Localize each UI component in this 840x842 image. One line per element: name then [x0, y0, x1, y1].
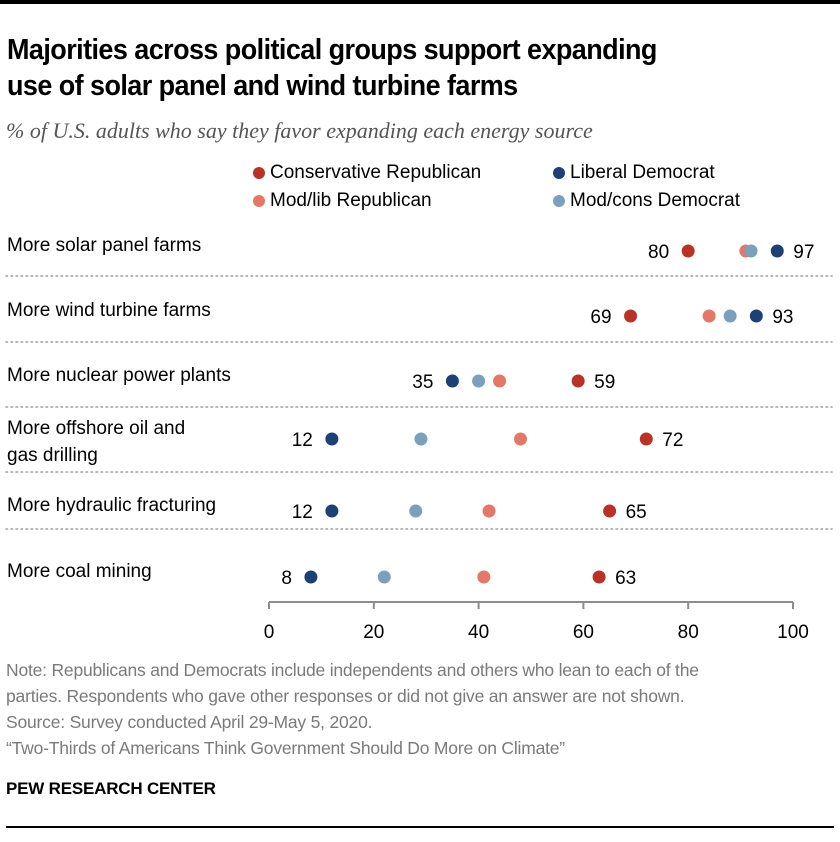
row-label: More wind turbine farms: [7, 300, 211, 321]
data-label-high: 72: [662, 430, 683, 451]
title-line-1: Majorities across political groups suppo…: [7, 34, 657, 66]
bottom-rule: [6, 826, 834, 828]
row-label: More hydraulic fracturing: [7, 495, 216, 516]
row-label: More coal mining: [7, 561, 152, 582]
footnote: Note: Republicans and Democrats include …: [6, 657, 699, 761]
data-point-conservative-republican: [592, 570, 606, 584]
row-label: More nuclear power plants: [7, 365, 231, 386]
data-point-conservative-republican: [603, 504, 617, 518]
data-label-low: 12: [292, 430, 313, 451]
x-tick-label: 0: [264, 622, 275, 643]
data-point-modcons-democrat: [744, 244, 758, 258]
title-line-2: use of solar panel and wind turbine farm…: [7, 70, 518, 102]
data-point-conservative-republican: [681, 244, 695, 258]
x-tick-label: 80: [678, 622, 699, 643]
data-point-modcons-democrat: [377, 570, 391, 584]
data-point-conservative-republican: [571, 374, 585, 388]
data-point-modcons-democrat: [414, 432, 428, 446]
data-point-modcons-democrat: [472, 374, 486, 388]
legend-label: Conservative Republican: [270, 162, 482, 183]
data-point-liberal-democrat: [304, 570, 318, 584]
data-point-liberal-democrat: [325, 432, 339, 446]
data-point-modlib-republican: [477, 570, 491, 584]
data-label-low: 69: [590, 307, 611, 328]
top-rule: [0, 0, 840, 4]
chart-title: Majorities across political groups suppo…: [7, 32, 779, 104]
legend-dot-icon: [253, 167, 265, 179]
note-line-2: parties. Respondents who gave other resp…: [6, 686, 685, 706]
row-label: gas drilling: [7, 445, 98, 466]
chart-subtitle: % of U.S. adults who say they favor expa…: [6, 118, 593, 143]
data-point-conservative-republican: [624, 309, 638, 323]
source-line: Source: Survey conducted April 29-May 5,…: [6, 712, 373, 732]
row-label: More offshore oil and: [7, 418, 185, 439]
legend-dot-icon: [553, 167, 565, 179]
data-point-liberal-democrat: [445, 374, 459, 388]
brand-logo-text: PEW RESEARCH CENTER: [6, 779, 216, 798]
data-point-modlib-republican: [482, 504, 496, 518]
data-label-high: 65: [626, 502, 647, 523]
legend-item-modcons-democrat: Mod/cons Democrat: [553, 190, 740, 212]
data-point-modlib-republican: [514, 432, 528, 446]
legend-item-modlib-republican: Mod/lib Republican: [253, 190, 432, 212]
data-point-conservative-republican: [639, 432, 653, 446]
legend-label: Liberal Democrat: [570, 162, 715, 183]
data-point-liberal-democrat: [325, 504, 339, 518]
row-label: More solar panel farms: [7, 235, 201, 256]
x-tick-label: 60: [573, 622, 594, 643]
data-label-high: 63: [615, 568, 636, 589]
data-label-high: 97: [793, 242, 814, 263]
data-label-low: 80: [648, 242, 669, 263]
note-line-1: Note: Republicans and Democrats include …: [6, 660, 699, 680]
data-point-modlib-republican: [702, 309, 716, 323]
legend-label: Mod/lib Republican: [270, 190, 432, 211]
data-label-low: 35: [412, 372, 433, 393]
legend-dot-icon: [553, 195, 565, 207]
data-label-low: 12: [292, 502, 313, 523]
legend-dot-icon: [253, 195, 265, 207]
x-tick-label: 40: [468, 622, 489, 643]
data-point-liberal-democrat: [749, 309, 763, 323]
data-point-modcons-democrat: [409, 504, 423, 518]
data-point-liberal-democrat: [770, 244, 784, 258]
legend-item-conservative-republican: Conservative Republican: [253, 162, 481, 184]
data-label-low: 8: [281, 568, 292, 589]
x-tick-label: 20: [363, 622, 384, 643]
x-tick-label: 100: [777, 622, 809, 643]
data-label-high: 93: [772, 307, 793, 328]
legend-label: Mod/cons Democrat: [570, 190, 741, 211]
data-point-modlib-republican: [493, 374, 507, 388]
legend-item-liberal-democrat: Liberal Democrat: [553, 162, 715, 184]
report-title: “Two-Thirds of Americans Think Governmen…: [6, 738, 565, 758]
data-label-high: 59: [594, 372, 615, 393]
data-point-modcons-democrat: [723, 309, 737, 323]
